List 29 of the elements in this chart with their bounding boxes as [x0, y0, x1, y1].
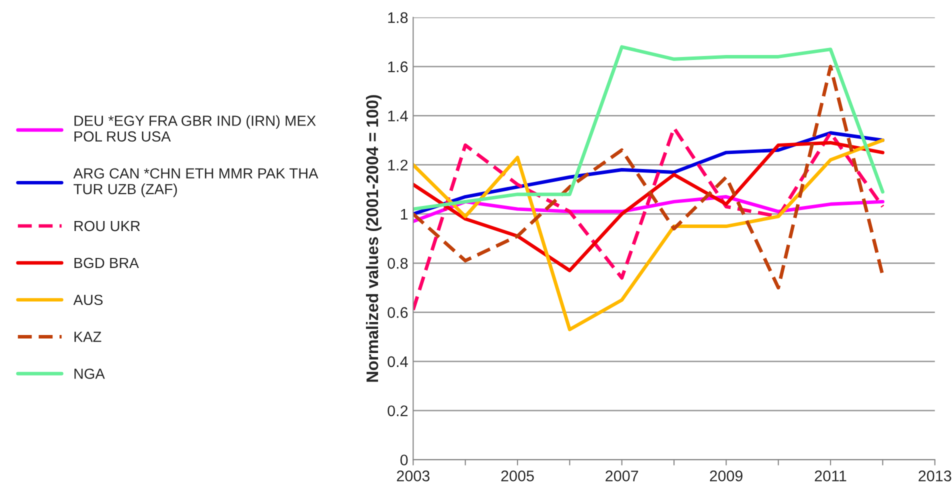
y-tick-label: 0.8 — [388, 258, 408, 269]
line-series — [413, 126, 884, 312]
y-tick-label: 1.4 — [388, 110, 408, 122]
x-tick-label: 2013 — [918, 470, 952, 482]
y-tick-label: 1.6 — [388, 61, 408, 72]
y-tick-label: 1 — [400, 209, 408, 220]
y-axis-title: Normalized values (2001-2004 = 100) — [366, 95, 382, 382]
line-series — [413, 45, 884, 211]
legend-label: ARG CAN *CHN ETH MMR PAK THA TUR UZB (ZAF) — [73, 168, 318, 198]
x-tick-label: 2005 — [501, 470, 534, 482]
x-tick-label: 2009 — [710, 470, 742, 482]
x-tick-label: 2011 — [814, 470, 846, 482]
y-tick-label: 1.2 — [388, 160, 408, 170]
legend-label: AUS — [73, 294, 103, 306]
y-tick-label: 0.6 — [388, 307, 408, 318]
legend-label: KAZ — [74, 332, 102, 342]
x-tick-label: 2007 — [606, 470, 638, 482]
y-tick-label: 0.2 — [388, 405, 408, 416]
legend-label: BGD BRA — [74, 258, 139, 268]
line-series — [413, 140, 884, 272]
line-series — [413, 138, 884, 332]
y-tick-label: 0.4 — [388, 356, 408, 368]
y-tick-label: 1.8 — [388, 12, 408, 24]
y-tick-label: 0 — [400, 454, 408, 466]
legend-label: ROU UKR — [74, 220, 140, 232]
x-tick-label: 2003 — [396, 470, 430, 482]
legend-label: NGA — [74, 368, 105, 379]
line-series — [413, 64, 884, 290]
legend-label: DEU *EGY FRA GBR IND (IRN) MEX POL RUS USA — [74, 115, 316, 142]
